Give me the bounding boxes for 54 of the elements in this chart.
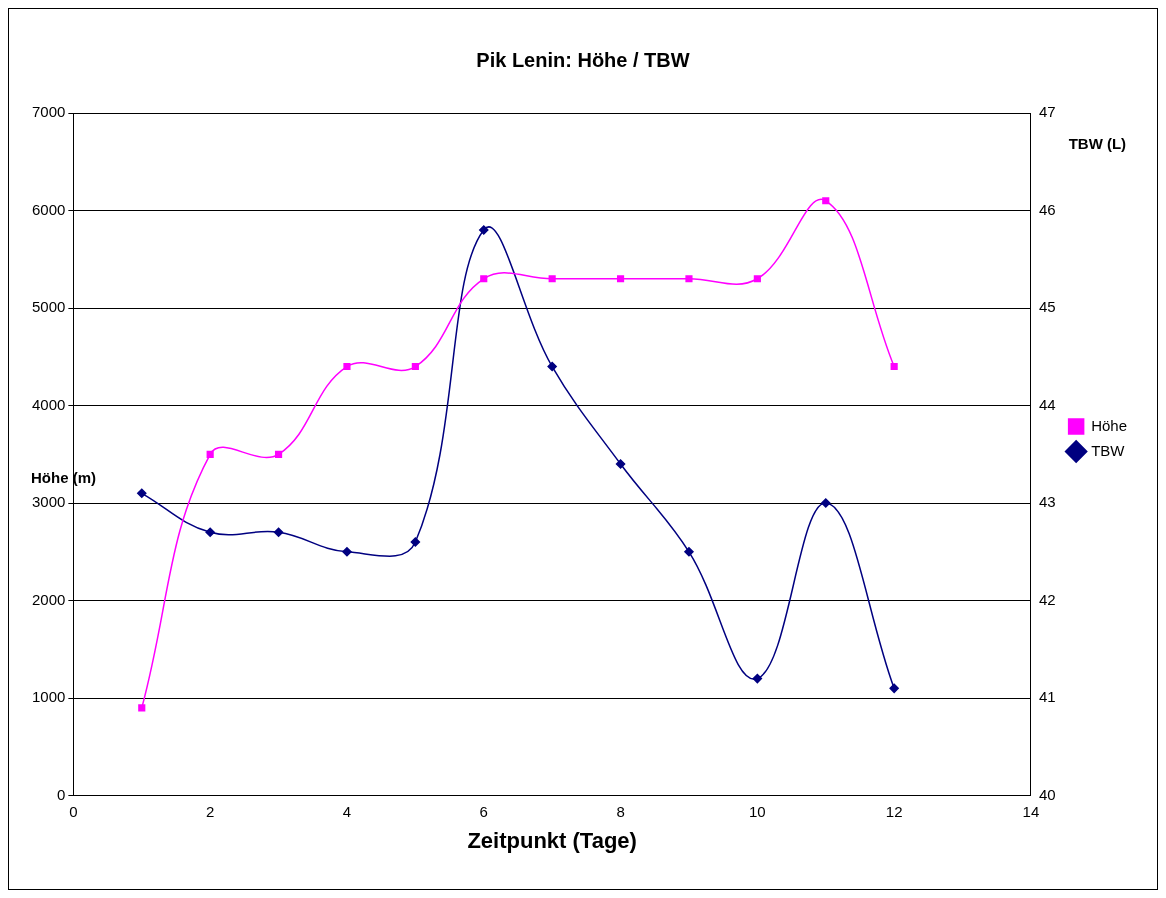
y2-tick-label: 43	[1038, 493, 1056, 511]
legend-label: Höhe	[1091, 416, 1127, 434]
point	[411, 362, 419, 371]
point	[890, 362, 898, 371]
point	[342, 547, 352, 557]
point	[273, 527, 284, 538]
y-tick-label: 0	[57, 785, 66, 803]
y2-tick-label: 46	[1038, 200, 1056, 218]
x-tick-label: 12	[885, 802, 903, 820]
legend-label: TBW	[1091, 441, 1126, 459]
y-tick-label: 1000	[31, 688, 66, 706]
y-tick-label: 2000	[31, 590, 66, 608]
point	[205, 527, 215, 538]
point	[410, 537, 421, 547]
y-axis-title: Höhe (m)	[31, 469, 96, 487]
x-tick-label: 4	[342, 802, 352, 820]
point	[889, 683, 899, 694]
point	[752, 673, 763, 684]
x-axis-title: Zeitpunkt (Tage)	[467, 827, 637, 853]
point	[822, 197, 830, 205]
x-tick-label: 10	[749, 802, 766, 820]
y2-tick-label: 44	[1038, 395, 1056, 413]
y-tick-label: 3000	[31, 493, 66, 511]
y-tick-label: 4000	[31, 395, 66, 413]
y-tick-label: 5000	[31, 298, 66, 316]
y2-tick-label: 45	[1038, 298, 1056, 316]
x-tick-label: 0	[69, 802, 78, 820]
point	[206, 450, 214, 458]
point	[479, 225, 489, 235]
point	[685, 275, 693, 283]
y2-tick-label: 42	[1038, 590, 1056, 608]
x-tick-label: 8	[616, 802, 625, 820]
y2-tick-label: 47	[1038, 103, 1056, 121]
point	[138, 704, 146, 712]
point	[343, 362, 351, 371]
y2-axis-title: TBW (L)	[1068, 135, 1127, 153]
x-tick-label: 6	[479, 802, 488, 820]
y2-tick-label: 41	[1038, 688, 1056, 706]
point	[615, 459, 626, 469]
chart-title: Pik Lenin: Höhe / TBW	[476, 48, 690, 71]
y2-tick-label: 40	[1038, 785, 1056, 803]
y-tick-label: 6000	[31, 200, 66, 218]
x-tick-label: 2	[206, 802, 215, 820]
point	[684, 547, 694, 557]
point	[616, 275, 625, 283]
point	[821, 498, 831, 508]
point	[753, 275, 761, 283]
point	[548, 275, 556, 283]
point	[137, 488, 147, 499]
point	[480, 275, 488, 283]
point	[547, 361, 557, 372]
y-tick-label: 7000	[31, 103, 66, 121]
point	[274, 450, 283, 458]
x-tick-label: 14	[1022, 802, 1040, 820]
